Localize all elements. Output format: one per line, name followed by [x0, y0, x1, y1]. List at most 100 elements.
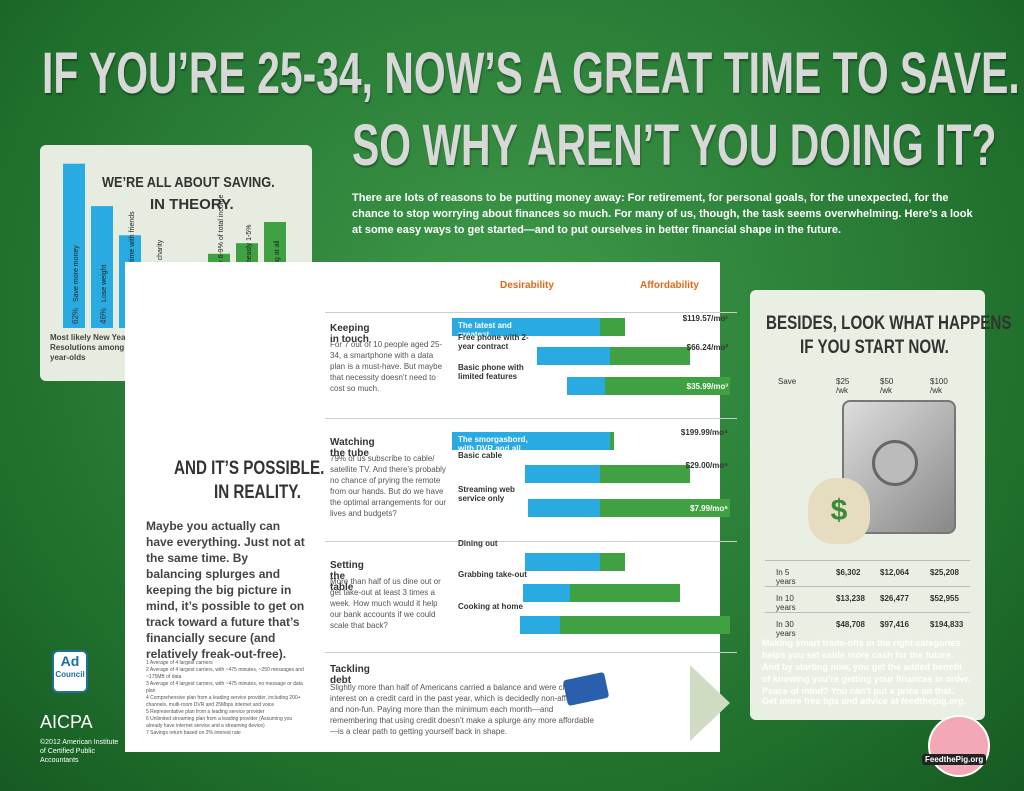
item-label: Cooking at home [458, 602, 523, 611]
item-label: Dining out [458, 539, 498, 548]
item-label: Free phone with 2-year contract [458, 333, 529, 351]
footnote: 4 Comprehensive plan from a leading serv… [146, 695, 301, 708]
affordability-bar [570, 584, 680, 602]
divider [325, 418, 737, 419]
item-label: Grabbing take-out [458, 570, 527, 579]
table-cell: $97,416 [880, 620, 909, 629]
ad-council-logo: Ad Council [52, 650, 88, 693]
item-label: The smorgasbord, with DVR and all [458, 435, 528, 453]
item-price: $119.57/mo¹ [682, 314, 728, 323]
table-cell: $194,833 [930, 620, 964, 629]
section-title: Watching the tube [330, 437, 375, 459]
item-price: $7.99/mo⁶ [690, 504, 728, 513]
savings-heading: IF YOU START NOW. [800, 337, 949, 358]
section-title: Setting the table [330, 560, 364, 593]
footnote: 7 Savings return based on 2% interest ra… [146, 730, 241, 736]
table-cell: $12,064 [880, 568, 909, 577]
footnote: 5 Representative plan from a leading ser… [146, 709, 265, 715]
item-price: $29.00/mo⁵ [685, 461, 728, 470]
column-header: Affordability [640, 280, 699, 291]
footnotes: 1 Average of 4 largest carriers 2 Average… [146, 660, 306, 737]
section-title: Tackling debt [330, 664, 370, 686]
title-line: SO WHY AREN’T YOU DOING IT? [352, 113, 997, 178]
table-cell: $100 /wk [930, 377, 948, 395]
affordability-bar [600, 499, 730, 517]
item-label: Basic cable [458, 451, 503, 460]
item-price: $199.99/mo⁴ [680, 428, 728, 437]
affordability-bar [605, 377, 730, 395]
cta: Get more free tips and advice at feedthe… [762, 696, 967, 706]
bar [91, 206, 113, 328]
reality-panel [140, 440, 310, 750]
caption-box: Most likely New Year’s Resolutions among… [50, 333, 162, 362]
money-bag: $ [808, 478, 870, 544]
affordability-bar [600, 553, 625, 571]
aicpa-logo: AICPA [40, 712, 93, 732]
footnote: 6 Unlimited streaming plan from a leadin… [146, 716, 293, 729]
table-cell: $25,208 [930, 568, 959, 577]
affordability-bar [610, 347, 690, 365]
bar-label: Save more money [73, 245, 80, 302]
bar-value-label: 62% [71, 308, 80, 324]
item-label: The latest and greatest [458, 321, 512, 339]
row-line [765, 586, 970, 587]
desirability-bar [520, 616, 560, 634]
item-label: Streaming web service only [458, 485, 515, 503]
arrow [690, 665, 730, 741]
pig [928, 715, 990, 777]
table-cell: $48,708 [836, 620, 865, 629]
title-line: IF YOU’RE 25-34, NOW’S A GREAT TIME TO S… [42, 41, 1020, 106]
item-price: $35.99/mo³ [686, 382, 728, 391]
table-cell: $52,955 [930, 594, 959, 603]
dial [872, 440, 918, 486]
table-cell: In 10 years [776, 594, 796, 612]
desirability-bar [537, 347, 610, 365]
column-header: Desirability [500, 280, 554, 291]
table-cell: $26,477 [880, 594, 909, 603]
copyright: ©2012 American Institute of Certified Pu… [40, 739, 119, 764]
affordability-bar [610, 432, 614, 450]
logo-text: Council [55, 670, 85, 679]
table-cell: Save [778, 377, 797, 386]
savings-text: Making smart trade-offs in the right cat… [762, 638, 971, 696]
reality-body: Maybe you actually can have everything. … [146, 519, 305, 661]
theory-heading: WE’RE ALL ABOUT SAVING. [102, 173, 275, 190]
affordability-bar [600, 318, 625, 336]
table-cell: $6,302 [836, 568, 861, 577]
section-text: 79% of us subscribe to cable/ satellite … [330, 454, 447, 518]
section-text: For 7 out of 10 people aged 25-34, a sma… [330, 340, 443, 393]
footnote: 1 Average of 4 largest carriers [146, 660, 213, 666]
bar-label: Lose weight [101, 265, 108, 302]
table-cell: $25 /wk [836, 377, 850, 395]
savings-heading: BESIDES, LOOK WHAT HAPPENS [766, 313, 1012, 334]
row-line [765, 612, 970, 613]
divider [325, 652, 737, 653]
desirability-bar [528, 499, 600, 517]
bar [63, 163, 85, 328]
item-price: $66.24/mo² [686, 343, 728, 352]
desirability-bar [525, 465, 600, 483]
section-text: Slightly more than half of Americans car… [330, 683, 594, 736]
divider [325, 541, 737, 542]
bar-label: Spend more time with friends [129, 211, 136, 302]
bar-label: Socked away 6-9% of total income [218, 195, 225, 302]
theory-heading: IN THEORY. [150, 196, 234, 213]
item-label: Basic phone with limited features [458, 363, 524, 381]
logo-text: Ad [60, 653, 80, 669]
desirability-bar [525, 553, 600, 571]
intro: There are lots of reasons to be putting … [352, 192, 973, 236]
section-title: Keeping in touch [330, 323, 370, 345]
badge: FeedthePig.org [922, 754, 987, 765]
section-text: More than half of us dine out or get tak… [330, 577, 441, 630]
affordability-bar [600, 465, 690, 483]
table-cell: $13,238 [836, 594, 865, 603]
bar-caption: Most likely New Year’s Resolutions among… [50, 333, 162, 362]
table-cell: $50 /wk [880, 377, 894, 395]
bar-value-label: 46% [99, 308, 108, 324]
desirability-bar [567, 377, 605, 395]
desirability-bar [452, 318, 600, 336]
table-cell: In 5 years [776, 568, 796, 586]
table-cell: In 30 years [776, 620, 796, 638]
desirability-bar [523, 584, 570, 602]
